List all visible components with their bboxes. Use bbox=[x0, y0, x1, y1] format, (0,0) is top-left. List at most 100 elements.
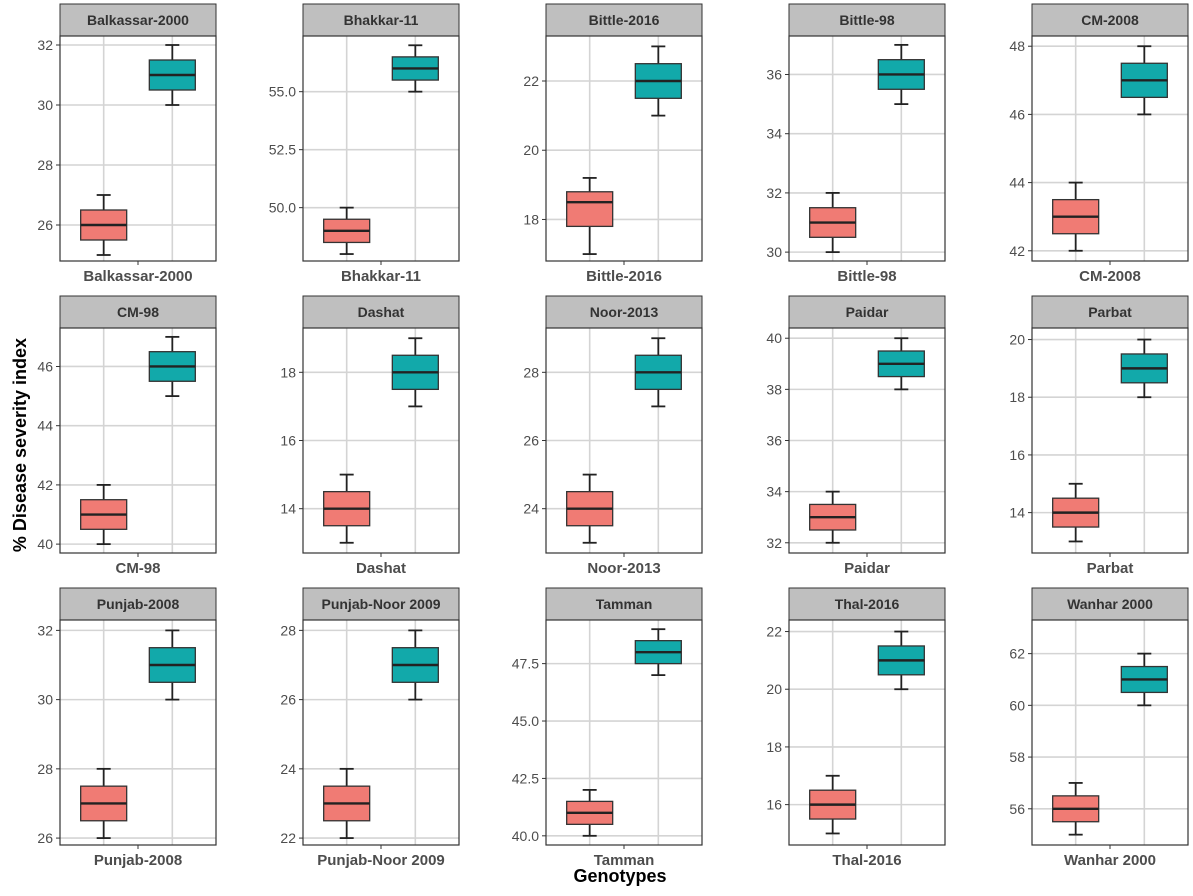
x-tick-label: Bittle-98 bbox=[837, 268, 896, 285]
y-tick-label: 40 bbox=[766, 330, 782, 346]
facet-panel-7: Dashat 14 16 18 Dashat bbox=[280, 295, 460, 577]
y-tick-label: 32 bbox=[766, 185, 782, 201]
y-tick-label: 32 bbox=[37, 37, 53, 53]
y-tick-label: 36 bbox=[766, 66, 782, 82]
y-tick-label: 34 bbox=[766, 484, 782, 500]
box-low-severity bbox=[566, 788, 614, 837]
box-high-severity bbox=[634, 628, 682, 677]
facet-strip bbox=[1031, 587, 1189, 621]
y-tick-label: 26 bbox=[37, 217, 53, 233]
y-tick-label: 38 bbox=[766, 381, 782, 397]
y-tick-label: 20 bbox=[766, 681, 782, 697]
box-high-severity bbox=[391, 629, 439, 701]
facet-panel-4: Bittle-98 30 32 34 36 Bittle-98 bbox=[766, 3, 946, 285]
box-high-severity bbox=[1120, 338, 1168, 399]
facet-panel-5: CM-2008 42 44 46 48 CM-2008 bbox=[1009, 3, 1189, 285]
facet-strip bbox=[59, 3, 217, 37]
facet-title: Tamman bbox=[596, 596, 653, 612]
x-tick-label: Parbat bbox=[1087, 560, 1134, 577]
box-low-severity bbox=[323, 473, 371, 544]
y-tick-label: 50.0 bbox=[269, 200, 296, 216]
y-tick-label: 14 bbox=[280, 501, 296, 517]
facet-strip bbox=[302, 3, 460, 37]
box-high-severity bbox=[1120, 45, 1168, 116]
y-tick-label: 44 bbox=[37, 418, 53, 434]
y-tick-label: 36 bbox=[766, 433, 782, 449]
facet-title: Paidar bbox=[846, 304, 889, 320]
box-high-severity bbox=[148, 629, 196, 701]
facet-title: Punjab-Noor 2009 bbox=[321, 596, 440, 612]
y-tick-label: 48 bbox=[1009, 38, 1025, 54]
y-tick-label: 44 bbox=[1009, 175, 1025, 191]
x-axis-label: Genotypes bbox=[573, 866, 667, 886]
facet-strip bbox=[545, 587, 703, 621]
box-low-severity bbox=[809, 774, 857, 835]
x-tick-label: Punjab-2008 bbox=[94, 852, 182, 869]
y-tick-label: 55.0 bbox=[269, 84, 296, 100]
x-tick-label: Dashat bbox=[356, 560, 406, 577]
box-low-severity bbox=[323, 206, 371, 255]
facet-panel-10: Parbat 14 16 18 20 Parbat bbox=[1009, 295, 1189, 577]
facet-title: Bittle-98 bbox=[839, 12, 894, 28]
y-tick-label: 20 bbox=[523, 142, 539, 158]
x-tick-label: Thal-2016 bbox=[832, 852, 901, 869]
x-tick-label: CM-2008 bbox=[1079, 268, 1141, 285]
facet-title: Parbat bbox=[1088, 304, 1132, 320]
facet-panel-2: Bhakkar-11 50.0 52.5 55.0 Bhakkar-11 bbox=[269, 3, 460, 285]
box-high-severity bbox=[148, 44, 196, 106]
y-tick-label: 42.5 bbox=[512, 770, 539, 786]
box-low-severity bbox=[809, 192, 857, 254]
y-tick-label: 16 bbox=[1009, 447, 1025, 463]
y-tick-label: 16 bbox=[766, 797, 782, 813]
y-tick-label: 18 bbox=[280, 364, 296, 380]
y-tick-label: 22 bbox=[766, 624, 782, 640]
box-low-severity bbox=[1052, 181, 1100, 252]
x-tick-label: Bittle-2016 bbox=[586, 268, 662, 285]
y-tick-label: 30 bbox=[37, 692, 53, 708]
facet-panel-1: Balkassar-2000 26 28 30 32 Balkassar-2000 bbox=[37, 3, 217, 285]
y-tick-label: 24 bbox=[523, 501, 539, 517]
y-tick-label: 42 bbox=[37, 477, 53, 493]
y-tick-label: 47.5 bbox=[512, 656, 539, 672]
facet-title: Dashat bbox=[358, 304, 405, 320]
y-tick-label: 40.0 bbox=[512, 828, 539, 844]
facet-title: CM-2008 bbox=[1081, 12, 1139, 28]
y-tick-label: 26 bbox=[37, 830, 53, 846]
box-low-severity bbox=[1052, 482, 1100, 543]
y-tick-label: 14 bbox=[1009, 505, 1025, 521]
facet-strip bbox=[1031, 3, 1189, 37]
y-tick-label: 28 bbox=[37, 157, 53, 173]
y-tick-label: 30 bbox=[37, 97, 53, 113]
box-low-severity bbox=[809, 490, 857, 544]
facet-title: Noor-2013 bbox=[590, 304, 659, 320]
facet-strip bbox=[788, 587, 946, 621]
x-tick-label: Tamman bbox=[594, 852, 655, 869]
y-axis-label: % Disease severity index bbox=[10, 337, 30, 553]
y-tick-label: 46 bbox=[1009, 106, 1025, 122]
y-tick-label: 30 bbox=[766, 244, 782, 260]
y-tick-label: 18 bbox=[523, 211, 539, 227]
y-tick-label: 52.5 bbox=[269, 142, 296, 158]
x-tick-label: Paidar bbox=[844, 560, 890, 577]
y-tick-label: 26 bbox=[280, 692, 296, 708]
y-tick-label: 42 bbox=[1009, 243, 1025, 259]
facet-panel-3: Bittle-2016 18 20 22 Bittle-2016 bbox=[523, 3, 703, 285]
y-tick-label: 28 bbox=[37, 761, 53, 777]
x-tick-label: Noor-2013 bbox=[587, 560, 660, 577]
box-low-severity bbox=[566, 473, 614, 544]
y-tick-label: 56 bbox=[1009, 801, 1025, 817]
facet-title: Bittle-2016 bbox=[589, 12, 660, 28]
y-tick-label: 18 bbox=[766, 739, 782, 755]
box-high-severity bbox=[1120, 652, 1168, 707]
box-low-severity bbox=[80, 194, 128, 256]
box-high-severity bbox=[877, 337, 925, 391]
y-tick-label: 34 bbox=[766, 126, 782, 142]
y-tick-label: 20 bbox=[1009, 332, 1025, 348]
facet-strip bbox=[59, 587, 217, 621]
facet-title: Balkassar-2000 bbox=[87, 12, 189, 28]
box-high-severity bbox=[148, 335, 196, 397]
box-high-severity bbox=[634, 337, 682, 408]
y-tick-label: 32 bbox=[766, 535, 782, 551]
y-tick-label: 22 bbox=[523, 73, 539, 89]
